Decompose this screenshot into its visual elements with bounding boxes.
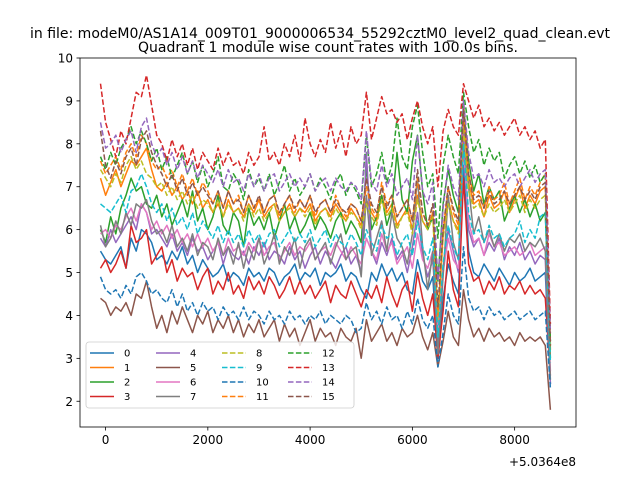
axes-frame xyxy=(79,57,577,428)
y-tick-label: 10 xyxy=(58,52,73,66)
series-line-13 xyxy=(99,74,552,325)
series-line-4 xyxy=(99,130,552,385)
series-line-5 xyxy=(100,280,552,410)
legend-label-13: 13 xyxy=(322,363,335,374)
y-tick-label: 5 xyxy=(65,266,73,280)
suptitle: in file: modeM0/AS1A14_009T01_9000006534… xyxy=(30,26,611,42)
x-tick-label: 6000 xyxy=(397,433,428,447)
series-line-10 xyxy=(99,246,552,389)
legend-label-11: 11 xyxy=(256,392,269,403)
x-tick-label: 8000 xyxy=(499,433,530,447)
legend-label-0: 0 xyxy=(124,349,130,360)
plot-area xyxy=(99,74,552,410)
series-line-12 xyxy=(99,91,552,342)
y-tick-label: 3 xyxy=(65,352,73,366)
legend-box xyxy=(85,341,355,409)
legend-label-4: 4 xyxy=(190,349,196,360)
legend-label-7: 7 xyxy=(190,392,196,403)
x-tick-label: 4000 xyxy=(295,433,326,447)
y-tick-label: 7 xyxy=(65,180,73,194)
legend-label-14: 14 xyxy=(322,378,335,389)
x-tick-label: 2000 xyxy=(193,433,224,447)
series-line-6 xyxy=(100,147,552,372)
x-tick-label: 0 xyxy=(102,433,110,447)
series-line-15 xyxy=(99,108,552,346)
series-line-7 xyxy=(99,143,552,380)
series-line-3 xyxy=(99,177,552,376)
legend-label-15: 15 xyxy=(322,392,335,403)
y-tick-label: 2 xyxy=(65,395,73,409)
legend-label-2: 2 xyxy=(124,378,130,389)
y-tick-label: 9 xyxy=(65,94,73,108)
legend-label-12: 12 xyxy=(322,349,335,360)
legend-label-5: 5 xyxy=(190,363,196,374)
legend-label-3: 3 xyxy=(124,392,130,403)
series-line-2 xyxy=(99,104,552,359)
y-tick-label: 8 xyxy=(65,137,73,151)
legend-label-6: 6 xyxy=(190,378,196,389)
legend-label-8: 8 xyxy=(256,349,262,360)
chart-title: Quadrant 1 module wise count rates with … xyxy=(138,40,518,56)
y-tick-label: 4 xyxy=(65,309,73,323)
legend-label-9: 9 xyxy=(256,363,262,374)
series-line-8 xyxy=(99,125,552,346)
y-tick-label: 6 xyxy=(65,223,73,237)
legend-label-10: 10 xyxy=(256,378,269,389)
series-line-14 xyxy=(99,100,552,333)
x-offset-label: +5.0364e8 xyxy=(509,455,576,469)
legend-label-1: 1 xyxy=(124,363,130,374)
series-line-0 xyxy=(99,164,552,385)
